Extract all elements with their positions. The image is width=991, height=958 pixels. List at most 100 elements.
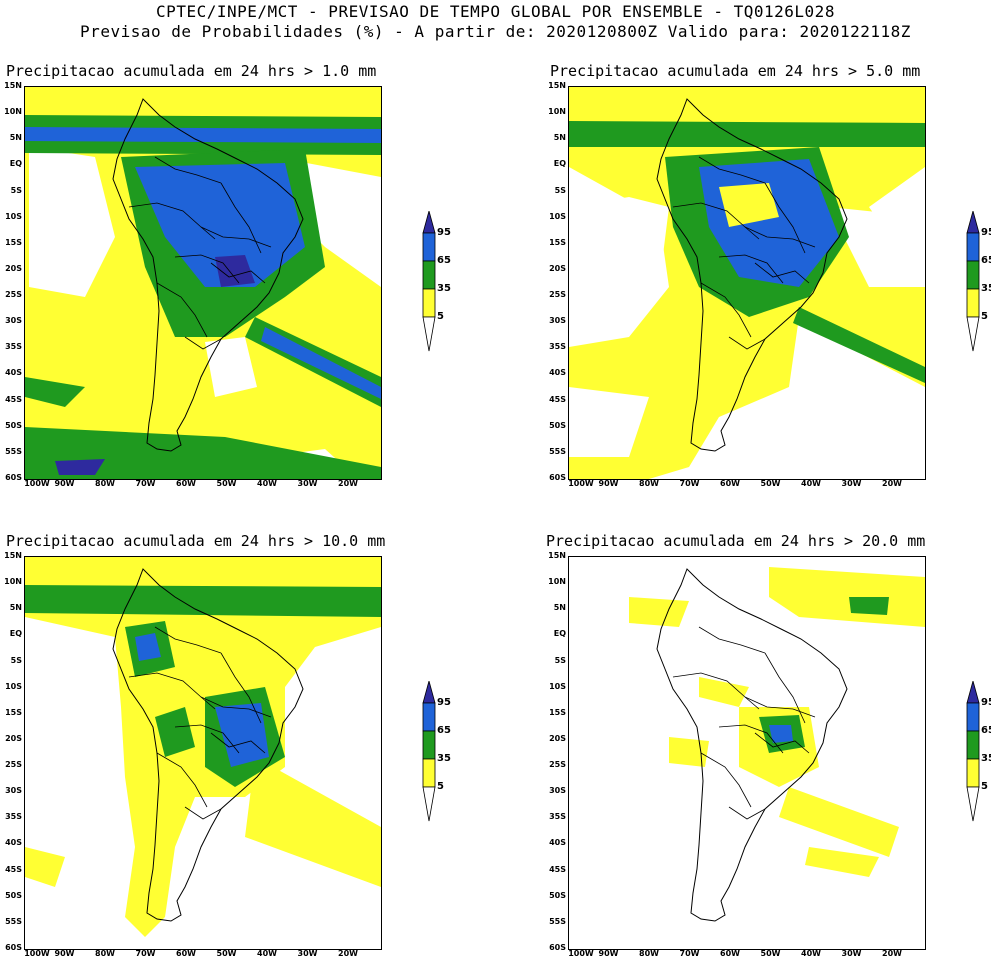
lat-label: 20S — [549, 733, 566, 743]
legend-level-label: 5 — [981, 781, 988, 792]
lat-label: 25S — [549, 760, 566, 770]
probability-area-navy — [55, 459, 105, 475]
legend-level-label: 5 — [437, 311, 444, 322]
probability-area-white — [729, 397, 925, 479]
lon-label: 80W — [639, 479, 659, 488]
probability-map — [568, 86, 926, 480]
lon-label: 90W — [598, 479, 619, 488]
lat-label: 5N — [553, 603, 566, 613]
lat-label: EQ — [9, 159, 22, 169]
lat-label: 5N — [9, 133, 22, 143]
lon-label: 100W — [568, 949, 594, 958]
probability-area-yellow — [669, 737, 709, 767]
lon-label: 20W — [338, 949, 358, 958]
lon-label: 30W — [841, 479, 862, 488]
lat-label: 30S — [549, 786, 566, 796]
color-legend: 95 65 35 5 — [966, 209, 991, 356]
lat-label: 35S — [549, 342, 566, 352]
lat-label: 50S — [549, 420, 566, 430]
country-border — [156, 752, 208, 808]
lat-label: 30S — [549, 316, 566, 326]
legend-band-navy — [422, 679, 436, 704]
legend-band-green — [966, 730, 980, 760]
lat-label: 45S — [549, 394, 566, 404]
legend-level-label: 35 — [437, 753, 451, 764]
legend-level-label: 5 — [437, 781, 444, 792]
probability-area-yellow — [719, 183, 779, 227]
lon-label: 100W — [24, 479, 50, 488]
lat-label: 15S — [549, 707, 566, 717]
lon-label: 40W — [257, 949, 277, 958]
lat-label: 10S — [5, 681, 22, 691]
lat-label: 20S — [5, 263, 22, 273]
lat-label: 25S — [549, 290, 566, 300]
probability-area-white — [569, 197, 669, 317]
lat-label: 35S — [5, 342, 22, 352]
lat-label: 55S — [5, 916, 22, 926]
country-border — [764, 652, 806, 724]
legend-band-blue — [966, 232, 980, 262]
legend-level-label: 65 — [981, 725, 991, 736]
lat-label: 5N — [553, 133, 566, 143]
panel-3-title: Precipitacao acumulada em 24 hrs > 10.0 … — [6, 532, 386, 550]
lat-label: 30S — [5, 786, 22, 796]
lon-label: 90W — [54, 479, 75, 488]
probability-area-blue — [261, 327, 381, 399]
map-canvas — [25, 557, 381, 937]
country-border — [672, 672, 760, 710]
legend-bar — [966, 679, 980, 822]
legend-level-label: 5 — [981, 311, 988, 322]
country-border — [156, 282, 208, 338]
country-border — [718, 724, 784, 754]
coastline — [112, 98, 304, 452]
lat-label: 40S — [5, 838, 22, 848]
lat-label: 15N — [4, 81, 22, 90]
legend-level-label: 35 — [981, 283, 991, 294]
probability-area-yellow — [805, 847, 879, 877]
lat-label: 45S — [549, 864, 566, 874]
probability-area-green — [25, 377, 85, 407]
lon-label: 70W — [135, 949, 156, 958]
lat-label: 15S — [5, 707, 22, 717]
country-border — [744, 696, 816, 718]
lat-label: 35S — [5, 812, 22, 822]
lat-label: 25S — [5, 760, 22, 770]
lat-label: EQ — [553, 159, 566, 169]
country-border — [700, 282, 752, 338]
probability-area-white — [829, 207, 925, 287]
country-border — [728, 336, 766, 350]
lat-label: 10N — [4, 107, 22, 117]
legend-level-label: 65 — [437, 255, 451, 266]
probability-area-yellow — [769, 567, 925, 627]
lat-label: 50S — [549, 890, 566, 900]
lon-label: 40W — [801, 949, 821, 958]
probability-area-blue — [769, 725, 793, 743]
country-border — [200, 696, 272, 718]
legend-band-blue — [422, 702, 436, 732]
lat-label: EQ — [9, 629, 22, 639]
legend-level-label: 95 — [981, 697, 991, 708]
lon-label: 90W — [598, 949, 619, 958]
country-border — [744, 226, 816, 248]
lon-label: 30W — [841, 949, 862, 958]
legend-band-navy — [966, 209, 980, 234]
probability-area-yellow — [245, 757, 381, 887]
country-border — [718, 254, 784, 284]
lat-label: 15N — [548, 81, 566, 90]
lat-label: 10S — [5, 211, 22, 221]
lon-label: 20W — [882, 949, 902, 958]
color-legend: 95 65 35 5 — [966, 679, 991, 826]
country-border — [174, 724, 240, 754]
lon-label: 30W — [297, 949, 318, 958]
color-legend: 95 65 35 5 — [422, 679, 462, 826]
panel-1-title: Precipitacao acumulada em 24 hrs > 1.0 m… — [6, 62, 377, 80]
lon-label: 40W — [257, 479, 277, 488]
probability-area-green — [569, 121, 925, 147]
country-border — [210, 262, 266, 284]
probability-area-yellow — [699, 677, 749, 707]
country-border — [220, 652, 262, 724]
probability-area-blue — [135, 163, 305, 287]
map-canvas — [629, 567, 925, 922]
probability-area-green — [155, 707, 195, 757]
country-border — [174, 254, 240, 284]
